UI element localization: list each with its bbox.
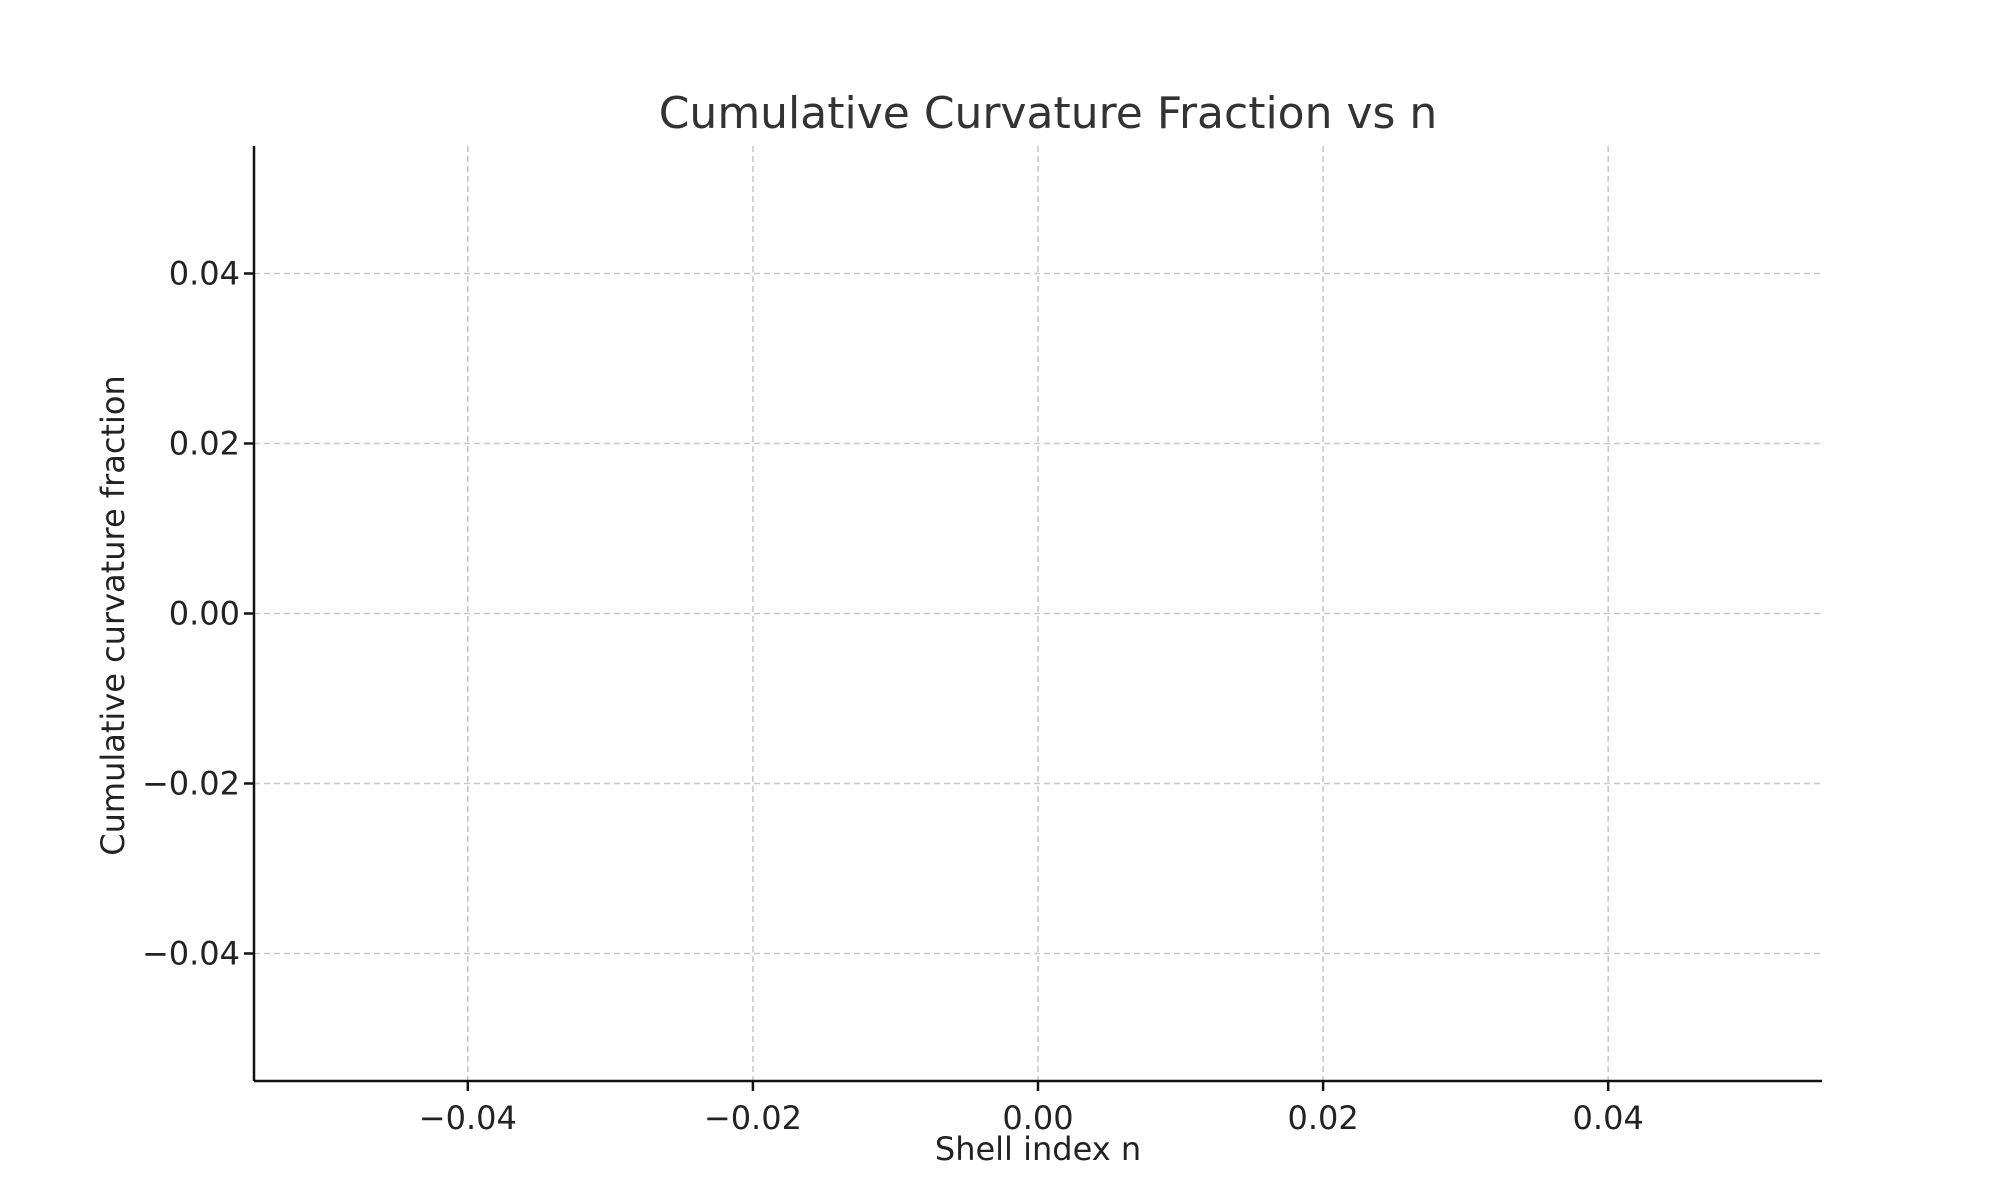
y-tick-label: 0.04	[169, 255, 240, 293]
grid	[254, 146, 1822, 1081]
y-axis-label: Cumulative curvature fraction	[94, 375, 132, 855]
y-tick-label: −0.02	[142, 765, 240, 803]
x-axis-label: Shell index n	[935, 1130, 1141, 1168]
x-tick-label: 0.04	[1573, 1099, 1644, 1137]
x-tick-label: −0.02	[704, 1099, 802, 1137]
x-axis-ticks: −0.04 −0.02 0.00 0.02 0.04	[419, 1081, 1644, 1137]
x-tick-label: 0.02	[1287, 1099, 1358, 1137]
chart-title: Cumulative Curvature Fraction vs n	[659, 88, 1438, 139]
x-tick-label: −0.04	[419, 1099, 517, 1137]
x-tick-label: 0.00	[1002, 1099, 1073, 1137]
y-tick-label: 0.02	[169, 425, 240, 463]
y-axis-ticks: −0.04 −0.02 0.00 0.02 0.04	[142, 255, 254, 973]
y-tick-label: −0.04	[142, 935, 240, 973]
y-tick-label: 0.00	[169, 595, 240, 633]
